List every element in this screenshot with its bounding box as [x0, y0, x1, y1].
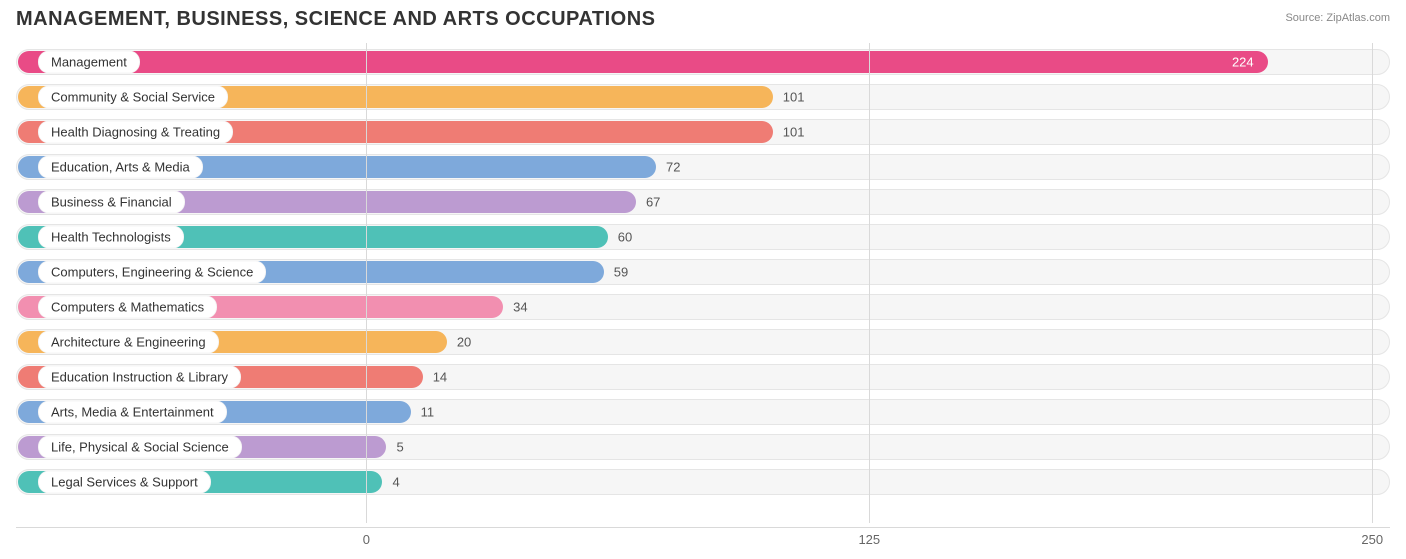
bar-row: Health Technologists 60 [16, 222, 1390, 252]
bar-row: Architecture & Engineering 20 [16, 327, 1390, 357]
bar-value: 20 [457, 335, 471, 350]
x-tick-label: 0 [363, 532, 370, 547]
bar-value: 5 [396, 440, 403, 455]
bar-label-pill: Legal Services & Support [38, 471, 211, 494]
bar-label-pill: Arts, Media & Entertainment [38, 401, 227, 424]
bar-label-pill: Computers & Mathematics [38, 296, 217, 319]
bar-value: 60 [618, 230, 632, 245]
gridline [366, 43, 367, 523]
chart-header: MANAGEMENT, BUSINESS, SCIENCE AND ARTS O… [0, 0, 1406, 35]
bar-value: 34 [513, 300, 527, 315]
bar-row: Education Instruction & Library 14 [16, 362, 1390, 392]
bar-row: Computers & Mathematics 34 [16, 292, 1390, 322]
source-prefix: Source: [1285, 12, 1326, 24]
gridline [869, 43, 870, 523]
plot-area: Management 224 Community & Social Service 1… [16, 43, 1390, 523]
bar-value: 67 [646, 195, 660, 210]
bars-container: Management 224 Community & Social Service 1… [16, 43, 1390, 523]
chart-area: Management 224 Community & Social Service 1… [16, 43, 1390, 553]
bar-value: 101 [783, 125, 805, 140]
bar-label-pill: Education Instruction & Library [38, 366, 241, 389]
x-tick-label: 125 [858, 532, 880, 547]
bar-value: 72 [666, 160, 680, 175]
bar-value: 14 [433, 370, 447, 385]
bar-row: Education, Arts & Media 72 [16, 152, 1390, 182]
bar-row: Community & Social Service 101 [16, 82, 1390, 112]
chart-source: Source: ZipAtlas.com [1285, 8, 1390, 24]
chart-title: MANAGEMENT, BUSINESS, SCIENCE AND ARTS O… [16, 8, 655, 31]
bar-label-pill: Life, Physical & Social Science [38, 436, 242, 459]
bar-row: Arts, Media & Entertainment 11 [16, 397, 1390, 427]
bar-fill [18, 51, 1268, 73]
bar-row: Business & Financial 67 [16, 187, 1390, 217]
bar-row: Computers, Engineering & Science 59 [16, 257, 1390, 287]
x-axis: 0 125 250 [16, 527, 1390, 553]
bar-row: Life, Physical & Social Science 5 [16, 432, 1390, 462]
bar-value: 4 [392, 475, 399, 490]
x-tick-label: 250 [1361, 532, 1383, 547]
bar-value: 59 [614, 265, 628, 280]
bar-row: Health Diagnosing & Treating 101 [16, 117, 1390, 147]
bar-label-pill: Business & Financial [38, 191, 185, 214]
bar-label-pill: Health Diagnosing & Treating [38, 121, 233, 144]
bar-row: Legal Services & Support 4 [16, 467, 1390, 497]
bar-label-pill: Computers, Engineering & Science [38, 261, 266, 284]
bar-label-pill: Architecture & Engineering [38, 331, 219, 354]
gridline [1372, 43, 1373, 523]
bar-label-pill: Management [38, 51, 140, 74]
bar-label-pill: Education, Arts & Media [38, 156, 203, 179]
bar-label-pill: Health Technologists [38, 226, 184, 249]
bar-row: Management 224 [16, 47, 1390, 77]
bar-value: 224 [1232, 55, 1254, 70]
bar-value: 11 [421, 405, 435, 420]
bar-label-pill: Community & Social Service [38, 86, 228, 109]
bar-value: 101 [783, 90, 805, 105]
source-name: ZipAtlas.com [1326, 12, 1390, 24]
